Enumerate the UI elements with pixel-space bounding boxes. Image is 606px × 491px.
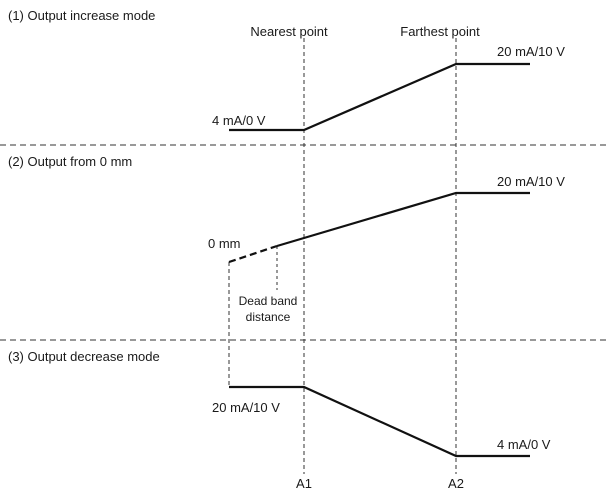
s1-low-label: 4 mA/0 V [212, 113, 266, 128]
nearest-point-label: Nearest point [250, 24, 328, 39]
from-zero-curve [276, 191, 530, 248]
s1-high-label: 20 mA/10 V [497, 44, 565, 59]
decrease-mode-curve [229, 385, 530, 458]
s2-zero-label: 0 mm [208, 236, 241, 251]
deadband-label-line2: distance [246, 310, 291, 324]
a1-label: A1 [296, 476, 312, 491]
s2-high-label: 20 mA/10 V [497, 174, 565, 189]
s3-low-label: 4 mA/0 V [497, 437, 551, 452]
section-title-1: (1) Output increase mode [8, 8, 155, 23]
section-title-3: (3) Output decrease mode [8, 349, 160, 364]
increase-mode-curve [229, 62, 530, 132]
section-title-2: (2) Output from 0 mm [8, 154, 132, 169]
deadband-label-line1: Dead band [239, 294, 298, 308]
a2-label: A2 [448, 476, 464, 491]
s3-high-label: 20 mA/10 V [212, 400, 280, 415]
from-zero-dashed-segment [228, 244, 278, 264]
farthest-point-label: Farthest point [400, 24, 480, 39]
